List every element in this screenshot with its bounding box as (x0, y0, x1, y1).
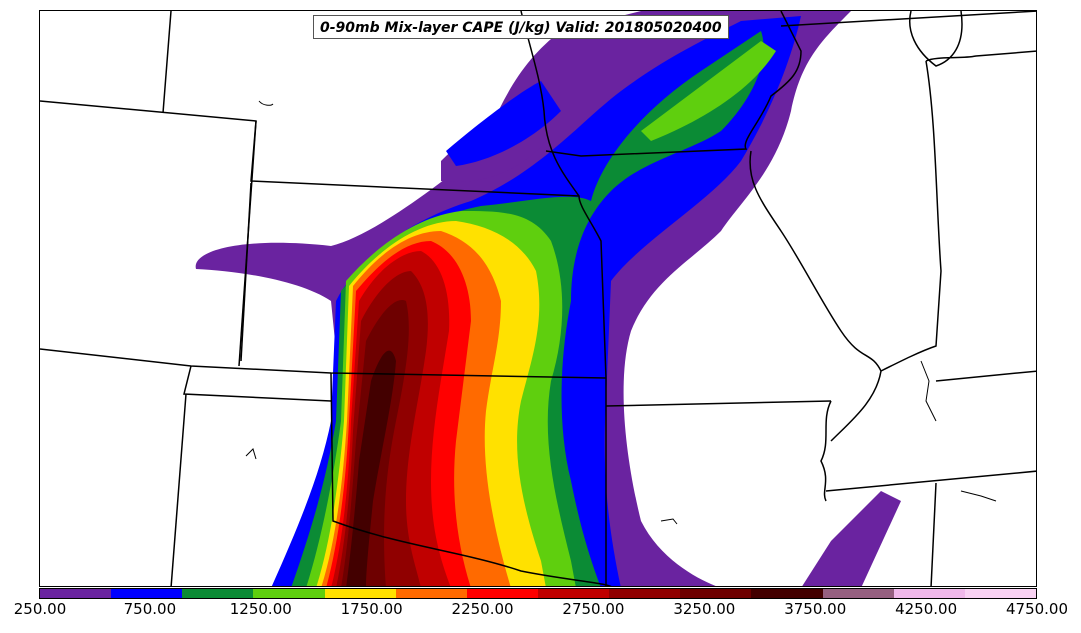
colorbar-tick-label: 4750.00 (1005, 600, 1069, 618)
colorbar-swatch (466, 589, 538, 598)
colorbar-swatch (182, 589, 254, 598)
colorbar-swatch (395, 589, 467, 598)
colorbar-swatch (822, 589, 894, 598)
colorbar-tick-label: 1250.00 (229, 600, 292, 618)
colorbar-tick-label: 4250.00 (895, 600, 958, 618)
colorbar-tick-label: 2750.00 (562, 600, 625, 618)
state-boundaries (40, 11, 1036, 586)
colorbar-tick-label: 250.00 (13, 600, 67, 618)
cape-band-darkred-4 (346, 350, 396, 586)
colorbar-swatch (111, 589, 183, 598)
coastline-details (245, 100, 997, 525)
cape-map (40, 11, 1036, 586)
colorbar-tick-label: 3250.00 (673, 600, 736, 618)
colorbar-swatch (680, 589, 752, 598)
colorbar-tick-label: 2250.00 (451, 600, 514, 618)
cape-band-1750-north (641, 41, 776, 141)
colorbar-swatch (893, 589, 965, 598)
colorbar-tick-label: 3750.00 (784, 600, 847, 618)
colorbar-tick-labels: 250.00 750.00 1250.00 1750.00 2250.00 2750.00… (0, 600, 1081, 622)
map-title: 0-90mb Mix-layer CAPE (J/kg) Valid: 2018… (313, 15, 729, 39)
colorbar-swatch (609, 589, 681, 598)
colorbar-swatch (253, 589, 325, 598)
cape-band-250-east (802, 491, 901, 586)
map-panel (39, 10, 1037, 587)
colorbar-swatch (537, 589, 610, 598)
colorbar-swatch (324, 589, 396, 598)
colorbar-tick-label: 750.00 (123, 600, 177, 618)
colorbar-swatch (40, 589, 112, 598)
colorbar (39, 588, 1037, 599)
colorbar-swatch (964, 589, 1036, 598)
colorbar-swatch (751, 589, 823, 598)
colorbar-tick-label: 1750.00 (340, 600, 403, 618)
cape-band-750-north (446, 81, 561, 166)
